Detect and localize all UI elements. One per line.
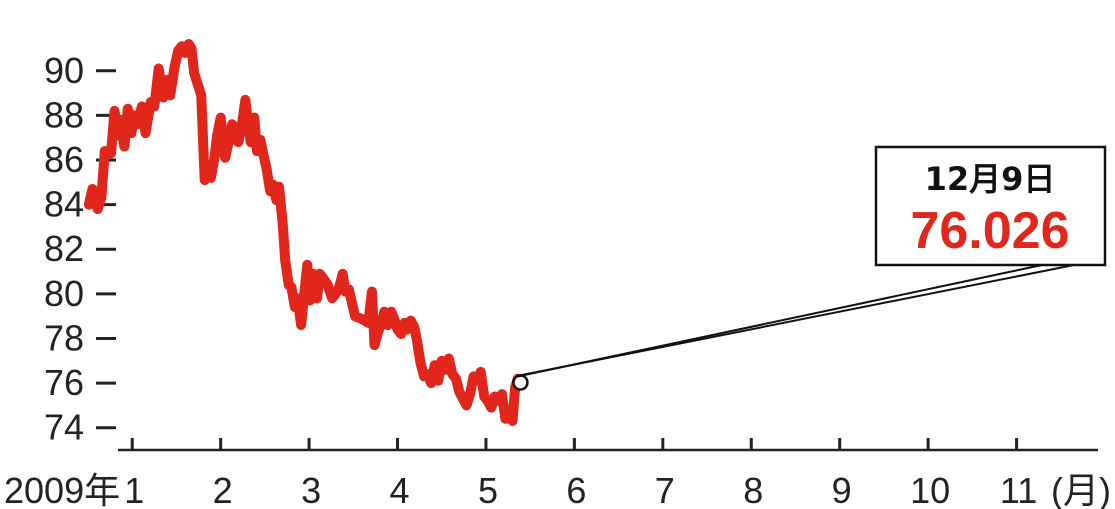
x-tick-label: 7 [655, 470, 675, 509]
series-line [83, 39, 526, 426]
y-tick-label: 78 [44, 317, 84, 358]
callout-pointer [519, 264, 1075, 377]
callout-date: 12月9日 [925, 160, 1056, 198]
x-tick-label: 2 [213, 470, 233, 509]
callout-value: 76.026 [910, 202, 1069, 260]
x-tick-label: 3 [301, 470, 321, 509]
y-tick-label: 86 [44, 139, 84, 180]
y-tick-label: 82 [44, 228, 84, 269]
x-tick-label: 4 [390, 470, 410, 509]
unit-label: (月) [1051, 470, 1111, 509]
y-tick-label: 76 [44, 362, 84, 403]
end-point-marker [512, 374, 529, 391]
x-tick-label: 1 [124, 470, 144, 509]
x-tick-label: 10 [910, 470, 950, 509]
y-tick-label: 90 [44, 50, 84, 91]
x-tick-label: 11 [1000, 470, 1037, 509]
value-callout: 12月9日 76.026 [517, 145, 1107, 378]
x-axis: 1 2 3 4 5 6 7 8 9 10 11 2009年 (月) [4, 438, 1111, 509]
y-tick-label: 74 [44, 407, 84, 448]
x-tick-label: 5 [478, 470, 498, 509]
x-tick-label: 6 [566, 470, 586, 509]
year-label: 2009年 [4, 470, 120, 509]
x-tick-label: 8 [743, 470, 763, 509]
y-tick-label: 80 [44, 273, 84, 314]
y-tick-label: 84 [44, 184, 84, 225]
callout-box [874, 145, 1107, 267]
y-tick-label: 88 [44, 94, 84, 135]
x-tick-label: 9 [832, 470, 852, 509]
